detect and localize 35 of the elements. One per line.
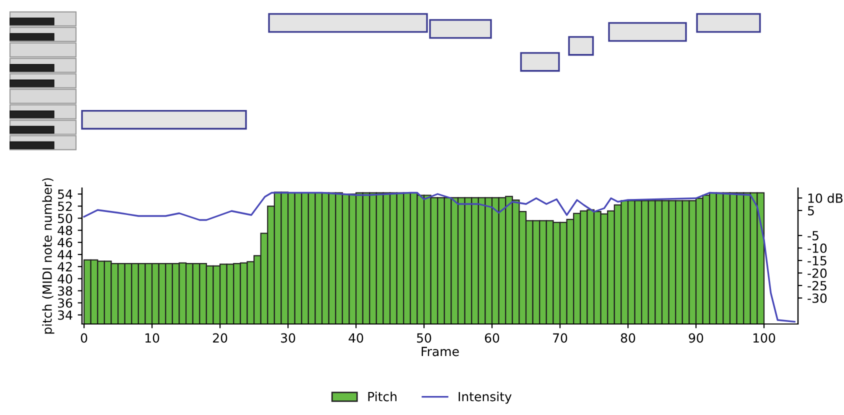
y-tick-label: 54 [58,190,72,199]
x-tick-label: 0 [80,333,88,343]
x-tick-label: 70 [553,333,568,343]
y-axis-title: pitch (MIDI note number) [42,178,54,334]
x-tick-label: 40 [348,333,364,343]
y-tick-label: 36 [58,298,72,308]
legend-label: Pitch [368,392,396,402]
y-tick-label: 38 [58,286,72,296]
y-tick-label: 52 [58,202,72,212]
x-tick-label: 90 [688,333,704,343]
x-tick-label: 100 [753,333,776,343]
y2-tick-label: -15 [808,256,826,266]
y-tick-label: 34 [58,310,72,320]
y2-tick-label: 10 dB [808,193,843,203]
y2-tick-label: 5 [808,206,814,216]
y2-tick-label: -5 [808,231,818,240]
y2-tick-label: -20 [808,268,827,278]
legend-label: Intensity [458,392,512,404]
y-tick-label: 46 [58,238,72,248]
y2-tick-label: -30 [808,293,827,303]
y-tick-label: 42 [58,262,72,272]
x-tick-label: 50 [417,333,432,343]
y2-tick-label: -25 [808,280,826,290]
y-tick-label: 44 [58,250,72,260]
x-tick-label: 60 [484,333,500,343]
line-series [83,192,796,323]
x-tick-label: 10 [145,333,160,343]
x-tick-label: 30 [281,333,296,343]
y-tick-label: 40 [58,274,72,284]
y2-tick-label: -10 [808,243,827,253]
x-tick-label: 20 [212,333,228,343]
y-tick-label: 48 [58,226,72,236]
x-tick-label: 80 [620,333,636,343]
y-tick-label: 50 [58,214,72,224]
x-axis-title: Frame [422,346,459,356]
